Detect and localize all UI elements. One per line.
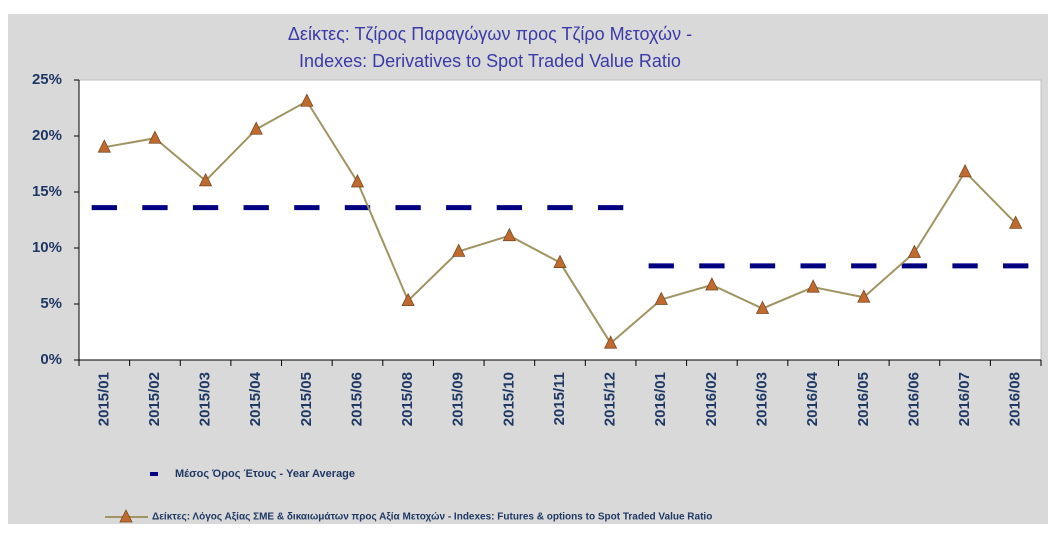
x-tick-label: 2015/08 (399, 372, 416, 426)
y-tick-label: 5% (40, 295, 62, 312)
data-point (553, 254, 567, 268)
y-tick-label: 20% (32, 127, 62, 144)
data-point (907, 244, 922, 258)
x-tick-label: 2016/04 (804, 371, 821, 426)
chart-title: Δείκτες: Τζίρος Παραγώγων προς Τζίρο Μετ… (288, 24, 692, 44)
x-tick-label: 2015/04 (247, 371, 264, 426)
legend-label: Μέσος Όρος Έτους - Year Average (175, 468, 355, 480)
legend-label: Δείκτες: Λόγος Αξίας ΣΜΕ & δικαιωμάτων π… (152, 512, 712, 523)
x-tick-label: 2015/11 (551, 372, 568, 425)
x-tick-label: 2015/10 (500, 372, 517, 426)
x-tick-label: 2015/09 (450, 372, 467, 426)
x-tick-label: 2016/08 (1007, 372, 1024, 426)
x-tick-label: 2015/12 (602, 372, 619, 426)
data-point (705, 277, 719, 291)
y-tick-label: 10% (32, 239, 62, 256)
data-point (806, 279, 820, 293)
data-point (249, 121, 263, 135)
x-tick-label: 2015/03 (197, 372, 214, 426)
legend-marker (119, 509, 133, 523)
plot-area (78, 79, 1042, 361)
y-tick-label: 0% (40, 351, 62, 368)
x-tick-label: 2016/07 (956, 372, 973, 426)
data-point (857, 289, 871, 303)
y-tick-label: 15% (32, 183, 62, 200)
data-point (198, 172, 213, 187)
x-tick-label: 2015/02 (146, 372, 163, 426)
data-point (300, 93, 314, 107)
data-point (452, 243, 466, 257)
data-point (603, 335, 618, 349)
x-tick-label: 2016/02 (703, 372, 720, 426)
data-point (350, 174, 365, 188)
x-tick-label: 2016/06 (905, 372, 922, 426)
y-tick-label: 25% (32, 71, 62, 88)
data-point (958, 163, 972, 178)
data-point (401, 292, 415, 307)
chart-subtitle: Indexes: Derivatives to Spot Traded Valu… (299, 51, 681, 71)
data-point (654, 291, 668, 305)
x-tick-label: 2015/01 (95, 372, 112, 426)
data-point (1009, 215, 1023, 229)
x-tick-label: 2015/05 (298, 372, 315, 426)
x-tick-label: 2016/03 (753, 372, 770, 426)
data-point (755, 300, 770, 314)
data-point (148, 130, 162, 144)
x-tick-label: 2016/05 (855, 372, 872, 426)
x-tick-label: 2016/01 (652, 372, 669, 426)
x-tick-label: 2015/06 (348, 372, 365, 426)
data-point (502, 227, 517, 242)
data-point (97, 139, 111, 153)
